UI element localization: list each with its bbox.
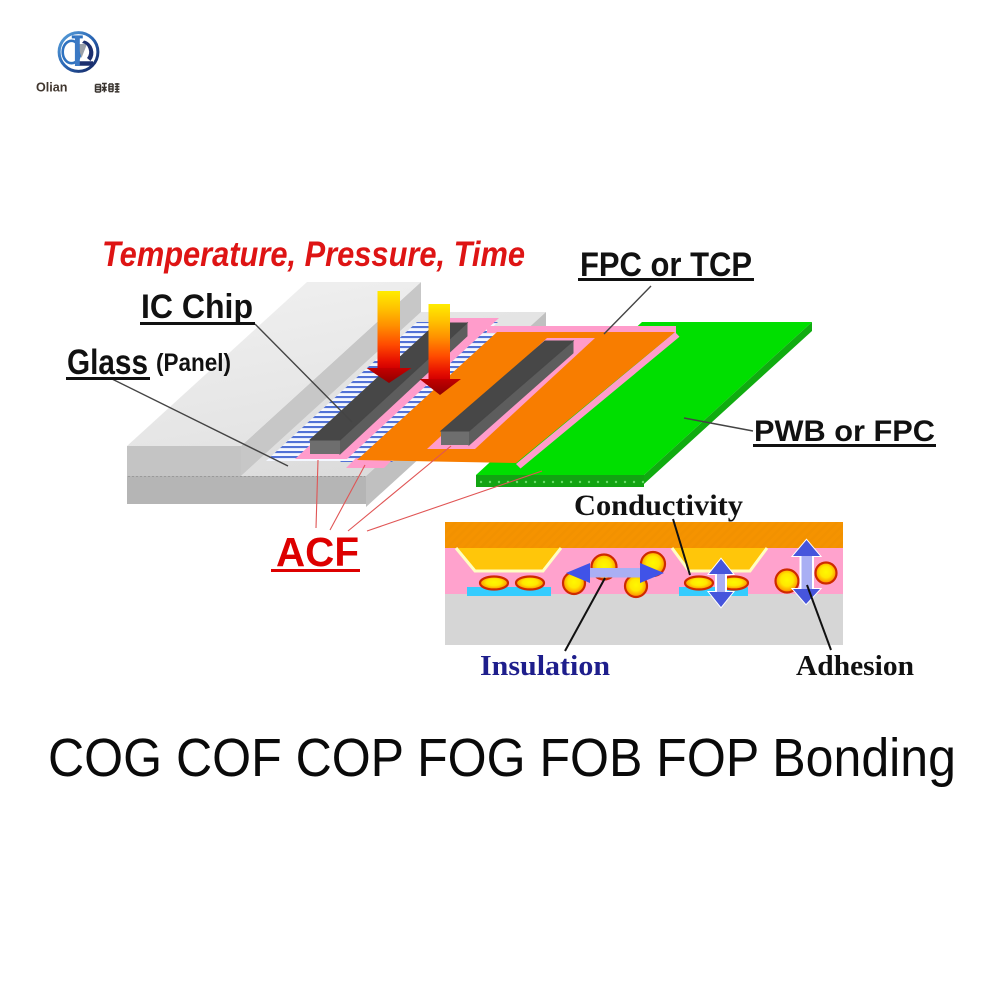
svg-text:Temperature, Pressure, Time: Temperature, Pressure, Time bbox=[102, 235, 525, 274]
svg-text:Glass: Glass bbox=[67, 343, 148, 382]
svg-text:ACF: ACF bbox=[276, 529, 359, 575]
svg-text:(Panel): (Panel) bbox=[156, 349, 231, 377]
svg-text:Adhesion: Adhesion bbox=[796, 650, 914, 682]
svg-text:Insulation: Insulation bbox=[480, 650, 610, 682]
svg-text:IC Chip: IC Chip bbox=[141, 288, 253, 326]
svg-text:COG COF COP FOG FOB FOP Bondin: COG COF COP FOG FOB FOP Bonding bbox=[48, 728, 956, 788]
svg-text:FPC or TCP: FPC or TCP bbox=[580, 246, 752, 284]
svg-text:Conductivity: Conductivity bbox=[574, 489, 743, 522]
svg-text:Olian: Olian bbox=[36, 81, 68, 95]
svg-text:PWB or FPC: PWB or FPC bbox=[754, 415, 935, 448]
